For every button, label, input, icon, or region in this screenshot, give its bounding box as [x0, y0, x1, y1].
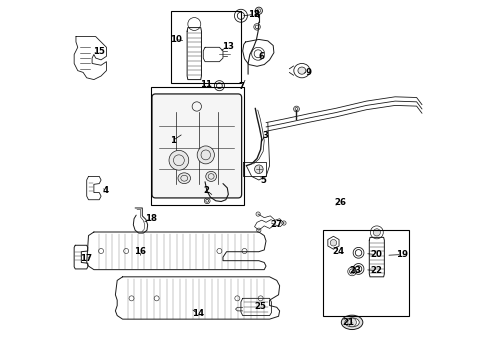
Text: 25: 25 [253, 302, 265, 311]
Text: 2: 2 [203, 186, 209, 195]
Text: 1: 1 [169, 136, 175, 145]
Text: 5: 5 [260, 176, 266, 185]
Circle shape [256, 228, 261, 232]
Text: 22: 22 [370, 266, 382, 275]
Text: 12: 12 [248, 10, 260, 19]
Bar [171, 12, 241, 83]
Text: 26: 26 [334, 198, 346, 207]
Text: 11: 11 [200, 81, 212, 90]
Text: 9: 9 [305, 68, 311, 77]
Bar [323, 230, 408, 316]
Bar [151, 87, 244, 205]
Circle shape [255, 7, 262, 14]
Text: 8: 8 [253, 10, 259, 19]
Circle shape [329, 239, 336, 246]
Text: 3: 3 [262, 131, 268, 140]
Circle shape [281, 221, 285, 225]
Ellipse shape [341, 315, 362, 329]
Text: 13: 13 [221, 42, 233, 51]
Text: 10: 10 [169, 35, 181, 44]
Text: 14: 14 [191, 309, 203, 318]
Circle shape [254, 165, 263, 174]
FancyBboxPatch shape [152, 94, 241, 198]
Ellipse shape [169, 150, 188, 170]
Text: 7: 7 [238, 82, 244, 91]
Ellipse shape [297, 67, 305, 74]
Circle shape [372, 229, 380, 236]
Text: 19: 19 [395, 250, 407, 259]
Text: 17: 17 [80, 255, 92, 264]
Circle shape [257, 9, 260, 13]
Text: 21: 21 [342, 318, 354, 327]
Ellipse shape [178, 173, 190, 184]
Text: 18: 18 [144, 214, 156, 223]
Text: 6: 6 [258, 52, 264, 61]
Ellipse shape [344, 318, 359, 327]
Circle shape [255, 212, 260, 216]
Ellipse shape [205, 171, 216, 181]
Text: 16: 16 [134, 247, 146, 256]
Text: 27: 27 [269, 220, 282, 229]
Circle shape [347, 318, 356, 327]
Text: 15: 15 [92, 48, 104, 57]
Text: 4: 4 [102, 186, 108, 195]
Text: 24: 24 [332, 247, 344, 256]
Text: 20: 20 [370, 250, 382, 259]
Ellipse shape [197, 146, 214, 164]
Text: 23: 23 [348, 266, 360, 275]
